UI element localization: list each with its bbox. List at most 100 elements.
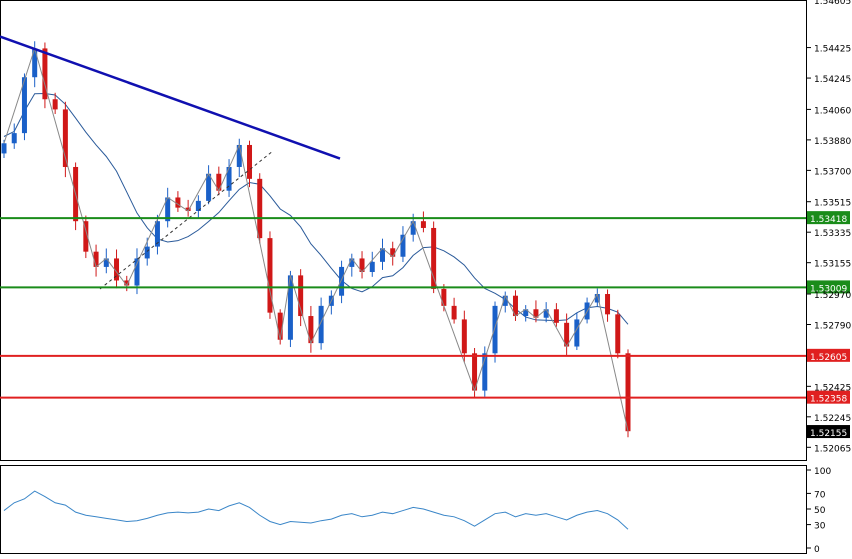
candle-body xyxy=(236,144,242,167)
candle-body xyxy=(62,109,68,167)
current-price-box xyxy=(807,425,850,439)
price-axis-label: 1.54060 xyxy=(814,106,851,116)
candle-body xyxy=(533,309,539,318)
price-axis-label: 1.52245 xyxy=(814,414,851,424)
candle-body xyxy=(247,144,253,179)
current-price-label: 1.52155 xyxy=(810,429,847,439)
candle-body xyxy=(461,319,467,354)
candle-body xyxy=(441,288,447,306)
level-label-box xyxy=(807,348,850,362)
candle-body xyxy=(103,258,109,267)
level-label: 1.53009 xyxy=(810,284,847,294)
zigzag-path xyxy=(3,46,629,432)
dashed-channel-line[interactable] xyxy=(99,151,273,290)
zigzag-overlay xyxy=(3,46,629,432)
candle-body xyxy=(318,305,324,344)
oscillator-panel-frame xyxy=(0,465,807,554)
candle-body xyxy=(144,246,150,259)
candle-body xyxy=(451,305,457,320)
candle-body xyxy=(277,312,283,340)
candle-body xyxy=(287,275,293,340)
candle-body xyxy=(523,309,529,317)
trendline-overlay[interactable] xyxy=(0,35,341,290)
candle-body xyxy=(114,258,120,281)
candle-body xyxy=(206,173,212,201)
candle-body xyxy=(472,353,478,391)
candle-body xyxy=(492,305,498,354)
candle-body xyxy=(400,234,406,257)
oscillator-axis-label: 70 xyxy=(814,490,826,500)
price-axis-label: 1.52425 xyxy=(814,383,851,393)
candle-body xyxy=(185,207,191,212)
candle-body xyxy=(216,173,222,191)
candle-body xyxy=(52,99,58,110)
candle-body xyxy=(308,316,314,344)
candle-body xyxy=(134,258,140,286)
level-label: 1.52358 xyxy=(810,395,847,405)
level-label-box xyxy=(807,280,850,294)
price-axis-label: 1.53700 xyxy=(814,167,851,177)
candle-body xyxy=(21,77,27,134)
candle-body xyxy=(32,48,38,78)
candle-body xyxy=(482,353,488,391)
candle-body xyxy=(410,221,416,235)
downtrend-line[interactable] xyxy=(0,35,341,160)
price-axis-label: 1.53515 xyxy=(814,199,851,209)
candle-body xyxy=(83,221,89,252)
candle-body xyxy=(431,227,437,289)
price-axis-label: 1.54245 xyxy=(814,75,851,85)
candle-body xyxy=(11,133,17,144)
candle-body xyxy=(420,221,426,228)
candlestick-series xyxy=(1,41,631,438)
candle-body xyxy=(553,309,559,323)
candle-body xyxy=(267,238,273,313)
price-axis-label: 1.52970 xyxy=(814,291,851,301)
level-label-box xyxy=(807,390,850,404)
price-axis: 1.54425 1.54245 1.54060 1.53880 1.53700 1.535… xyxy=(806,0,851,454)
candle-body xyxy=(42,48,48,100)
candle-body xyxy=(502,295,508,306)
oscillator-axis-label: 30 xyxy=(814,522,826,532)
candle-body xyxy=(226,166,232,191)
candle-body xyxy=(594,294,600,303)
candle-body xyxy=(379,248,385,262)
candle-body xyxy=(154,221,160,247)
oscillator-line xyxy=(3,490,629,530)
candle-body xyxy=(359,258,365,272)
main-panel-frame xyxy=(0,0,807,461)
horizontal-levels[interactable]: 1.53418 1.53009 1.52605 1.52358 1.52155 xyxy=(0,211,850,439)
price-axis-label: 1.53880 xyxy=(814,137,851,147)
candle-body xyxy=(625,353,631,432)
candle-body xyxy=(390,248,396,257)
price-axis-label: 1.53335 xyxy=(814,229,851,239)
price-axis-label: 1.52790 xyxy=(814,322,851,332)
oscillator-axis: 100 70 50 30 0 xyxy=(806,467,831,555)
oscillator-axis-label: 50 xyxy=(814,506,826,516)
oscillator-axis-label: 0 xyxy=(814,545,820,555)
candle-body xyxy=(369,261,375,272)
candle-body xyxy=(1,143,7,154)
candle-body xyxy=(339,266,345,296)
candle-body xyxy=(564,322,570,347)
candle-body xyxy=(124,280,130,286)
price-axis-label: 1.52065 xyxy=(814,444,851,454)
candle-body xyxy=(615,314,621,354)
candle-body xyxy=(195,200,201,212)
candle-body xyxy=(605,294,611,315)
candle-body xyxy=(349,258,355,267)
oscillator-axis-label: 100 xyxy=(814,467,831,477)
level-label: 1.53418 xyxy=(810,215,847,225)
candle-body xyxy=(165,197,171,222)
candle-body xyxy=(257,178,263,239)
candle-body xyxy=(543,309,549,318)
oscillator-series xyxy=(3,490,629,530)
candle-body xyxy=(574,319,580,347)
price-axis-label: 1.53155 xyxy=(814,260,851,270)
level-label-box xyxy=(807,211,850,225)
price-axis-label: 1.54425 xyxy=(814,45,851,55)
candle-body xyxy=(298,275,304,317)
level-label: 1.52605 xyxy=(810,353,847,363)
price-axis-label: 1.54605 xyxy=(814,0,851,7)
